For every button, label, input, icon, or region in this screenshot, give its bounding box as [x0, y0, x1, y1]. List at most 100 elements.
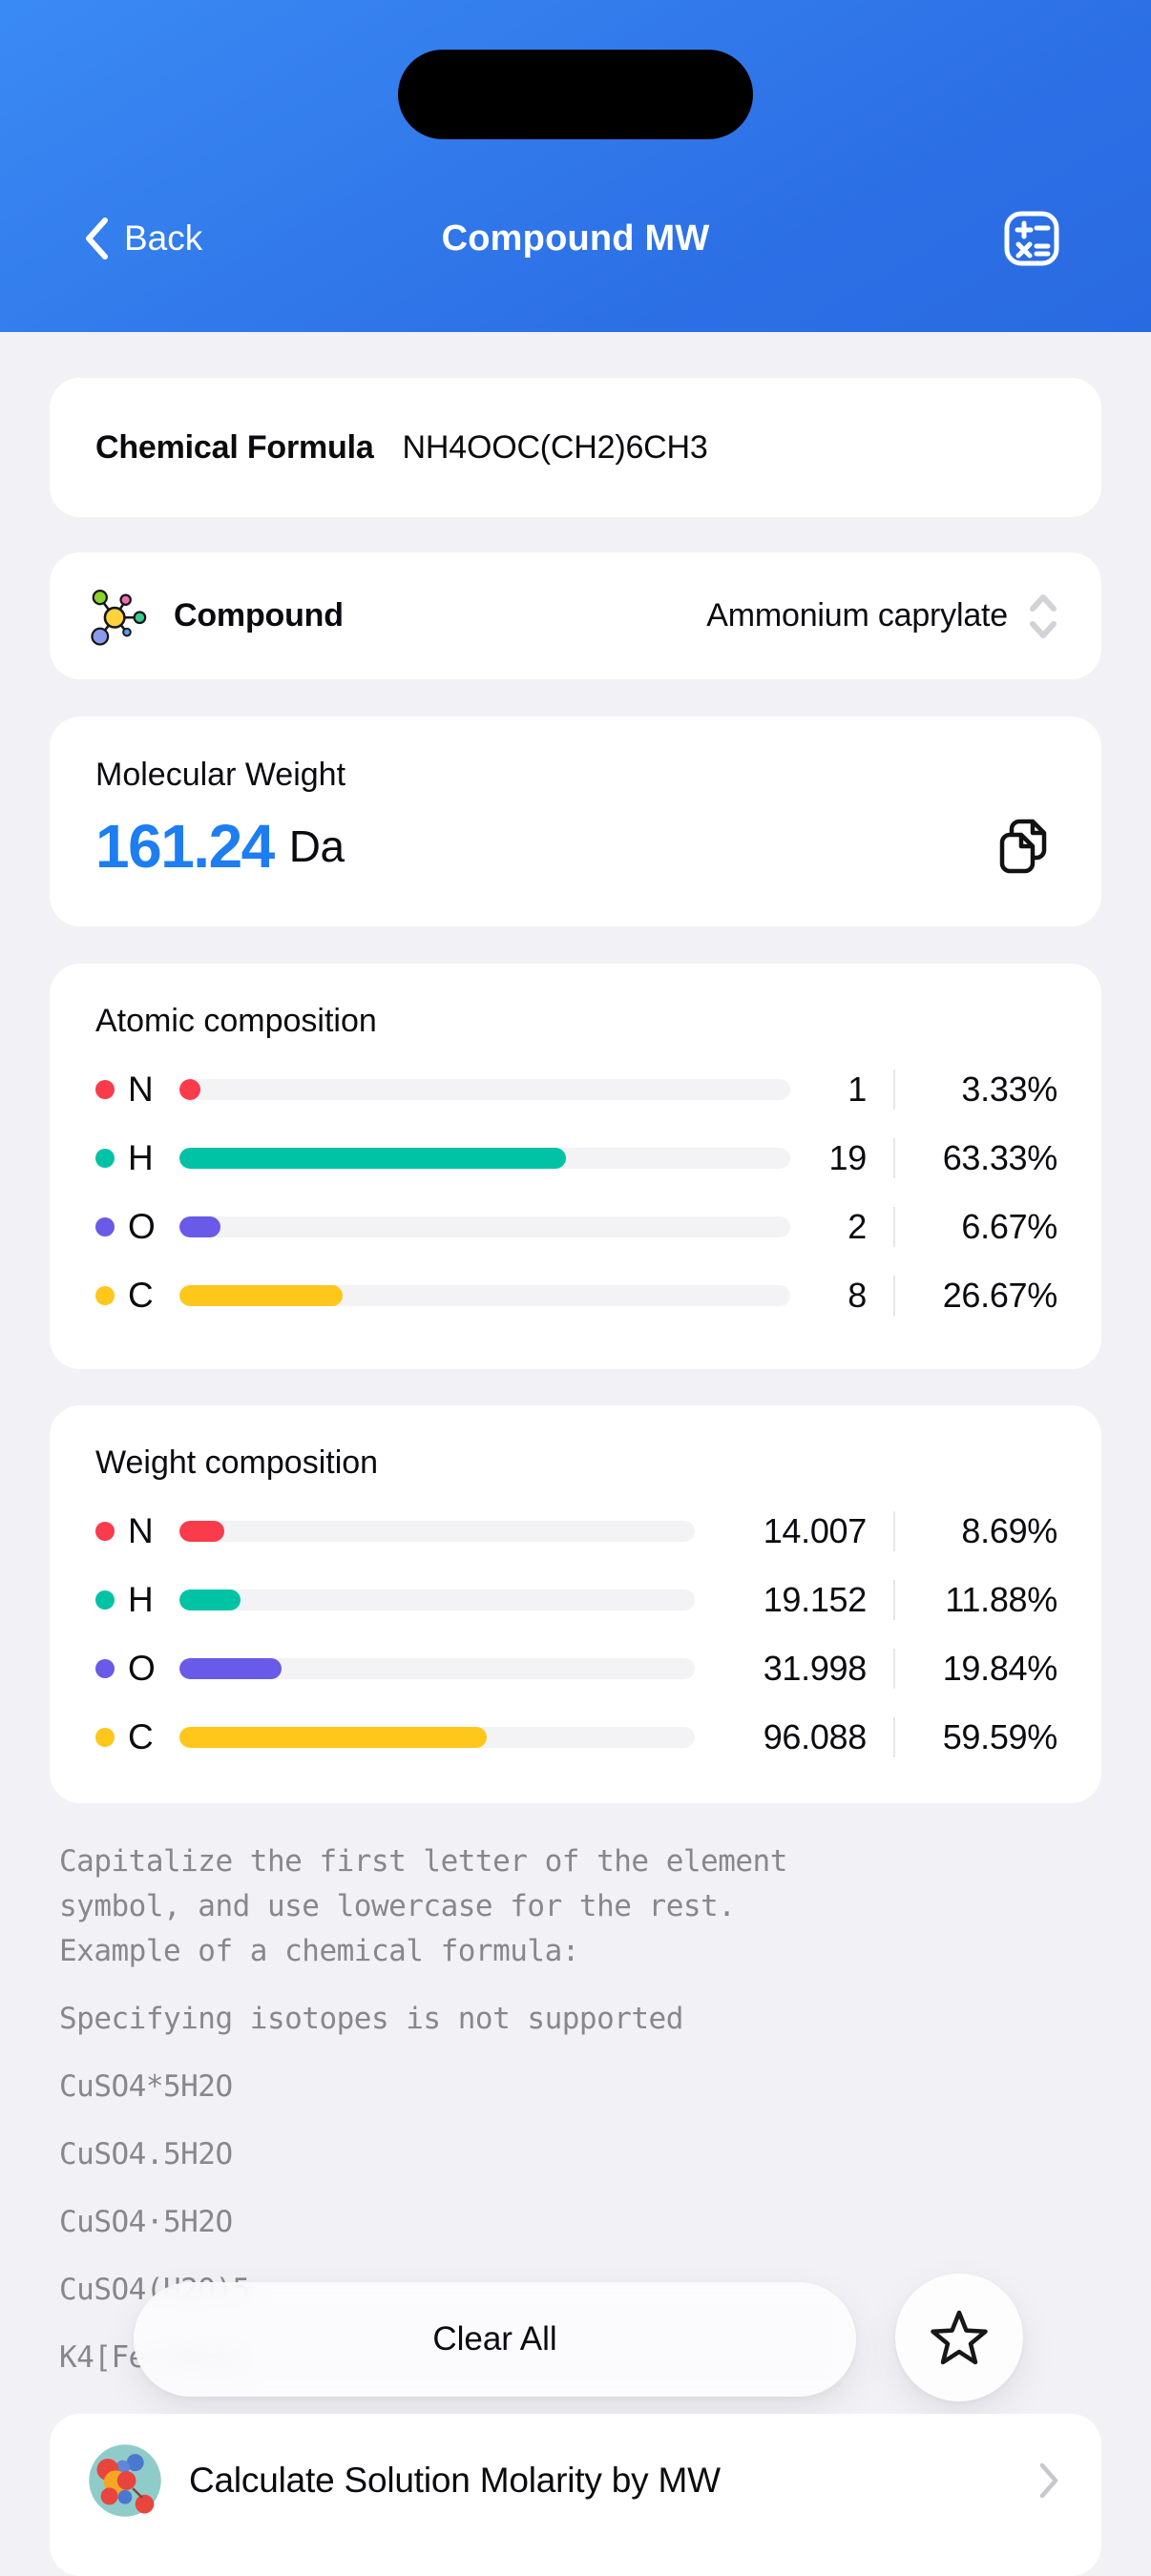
chemical-formula-label: Chemical Formula: [95, 428, 374, 466]
bar-fill: [179, 1079, 200, 1100]
copy-button[interactable]: [996, 815, 1052, 878]
bar-fill: [179, 1727, 487, 1748]
compound-selector[interactable]: Compound Ammonium caprylate: [50, 552, 1101, 679]
element-symbol: H: [128, 1138, 154, 1177]
content: Chemical Formula NH4OOC(CH2)6CH3 Compoun…: [0, 332, 1151, 2380]
weight-composition-card: Weight composition N 14.007 8.69% H 19.1…: [50, 1405, 1101, 1803]
weight-row-o: O 31.998 19.84%: [95, 1634, 1057, 1703]
legend-dot-n: [95, 1522, 115, 1541]
molarity-link-label: Calculate Solution Molarity by MW: [189, 2461, 721, 2500]
chemical-formula-field[interactable]: Chemical Formula NH4OOC(CH2)6CH3: [50, 378, 1101, 517]
bar-fill: [179, 1285, 343, 1306]
compound-label: Compound: [174, 597, 344, 634]
element-symbol: C: [128, 1717, 154, 1756]
element-symbol: C: [128, 1276, 154, 1315]
legend-dot-c: [95, 1728, 115, 1747]
bar-fill: [179, 1521, 224, 1542]
help-note: Specifying isotopes is not supported: [59, 2002, 683, 2036]
legend-dot-o: [95, 1217, 115, 1236]
chevron-left-icon: [84, 217, 109, 260]
bar-track: [179, 1079, 790, 1100]
divider: [893, 1580, 895, 1620]
divider: [893, 1138, 895, 1178]
bar-fill: [179, 1216, 220, 1237]
mass-percent: 8.69%: [961, 1511, 1057, 1550]
help-line: Example of a chemical formula:: [59, 1934, 579, 1968]
help-line: symbol, and use lowercase for the rest.: [59, 1889, 736, 1923]
bar-track: [179, 1589, 695, 1610]
element-mass: 14.007: [763, 1511, 868, 1550]
atom-count: 19: [828, 1138, 868, 1177]
chemical-formula-value[interactable]: NH4OOC(CH2)6CH3: [402, 428, 708, 466]
divider: [893, 1276, 895, 1316]
favorite-button[interactable]: [895, 2274, 1023, 2401]
molecule-cluster-icon: [86, 2441, 164, 2520]
atom-percent: 6.67%: [961, 1207, 1057, 1246]
divider: [893, 1717, 895, 1757]
bar-track: [179, 1727, 695, 1748]
mass-percent: 19.84%: [942, 1649, 1058, 1688]
help-line: Capitalize the first letter of the eleme…: [59, 1844, 787, 1879]
weight-composition-title: Weight composition: [95, 1444, 379, 1481]
molecule-icon: [88, 586, 149, 647]
atom-count: 1: [848, 1070, 867, 1109]
bar-track: [179, 1216, 790, 1237]
calculator-button[interactable]: [1000, 207, 1063, 270]
atom-percent: 3.33%: [961, 1070, 1057, 1109]
weight-row-h: H 19.152 11.88%: [95, 1566, 1057, 1634]
bar-fill: [179, 1589, 241, 1610]
element-symbol: N: [128, 1511, 154, 1550]
element-symbol: H: [128, 1580, 154, 1619]
molecular-weight-card: Molecular Weight 161.24 Da: [50, 717, 1101, 926]
bar-track: [179, 1521, 695, 1542]
compound-value: Ammonium caprylate: [706, 597, 1008, 634]
legend-dot-h: [95, 1149, 115, 1168]
mass-percent: 59.59%: [942, 1717, 1058, 1756]
element-mass: 19.152: [763, 1580, 868, 1619]
clear-all-button[interactable]: Clear All: [134, 2282, 856, 2397]
atom-percent: 26.67%: [942, 1276, 1058, 1315]
page-title: Compound MW: [441, 218, 710, 259]
clear-all-label: Clear All: [432, 2320, 557, 2358]
legend-dot-c: [95, 1286, 115, 1305]
calculator-icon: [1000, 207, 1063, 270]
divider: [893, 1207, 895, 1247]
divider: [893, 1070, 895, 1110]
nav-bar: Back Compound MW: [0, 191, 1151, 286]
molarity-link-card[interactable]: Calculate Solution Molarity by MW: [50, 2414, 1101, 2576]
chevron-up-down-icon: [1023, 586, 1063, 647]
molecular-weight-label: Molecular Weight: [95, 757, 346, 793]
atomic-composition-title: Atomic composition: [95, 1003, 377, 1039]
legend-dot-o: [95, 1659, 115, 1678]
dynamic-island: [398, 50, 753, 139]
back-button[interactable]: Back: [84, 217, 202, 260]
atomic-row-o: O 2 6.67%: [95, 1193, 1057, 1261]
star-icon: [930, 2309, 989, 2366]
back-label: Back: [124, 218, 203, 258]
atomic-row-c: C 8 26.67%: [95, 1261, 1057, 1330]
chevron-right-icon: [1038, 2462, 1059, 2500]
atomic-composition-card: Atomic composition N 1 3.33% H 19 63.33%…: [50, 964, 1101, 1369]
bar-fill: [179, 1658, 283, 1679]
element-mass: 31.998: [763, 1649, 868, 1688]
bar-fill: [179, 1148, 567, 1169]
molecular-weight-unit: Da: [288, 821, 345, 871]
formula-example: CuSO4·5H2O: [59, 2205, 233, 2239]
atomic-row-n: N 1 3.33%: [95, 1055, 1057, 1124]
atom-percent: 63.33%: [942, 1138, 1058, 1177]
atom-count: 8: [848, 1276, 867, 1315]
legend-dot-h: [95, 1590, 115, 1610]
formula-example: CuSO4.5H2O: [59, 2137, 233, 2171]
formula-example: CuSO4*5H2O: [59, 2069, 233, 2104]
weight-row-n: N 14.007 8.69%: [95, 1497, 1057, 1566]
divider: [893, 1511, 895, 1551]
element-symbol: O: [128, 1649, 156, 1688]
weight-row-c: C 96.088 59.59%: [95, 1703, 1057, 1772]
copy-icon: [996, 815, 1052, 878]
header: Back Compound MW: [0, 0, 1151, 332]
help-text: Capitalize the first letter of the eleme…: [59, 1839, 1092, 2380]
element-mass: 96.088: [763, 1717, 868, 1756]
bar-track: [179, 1285, 790, 1306]
atom-count: 2: [848, 1207, 867, 1246]
bar-track: [179, 1148, 790, 1169]
